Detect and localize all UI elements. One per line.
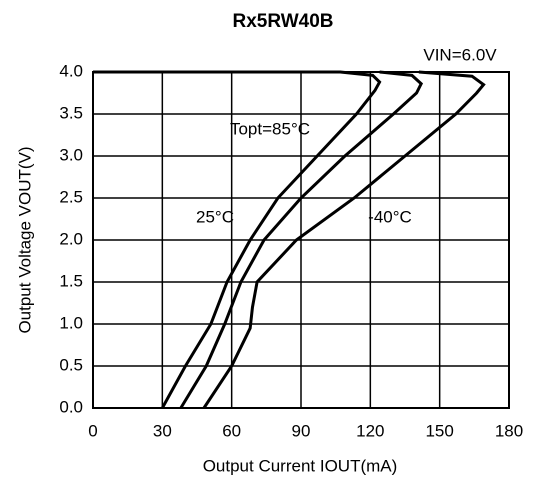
x-tick-label: 30 <box>153 421 172 440</box>
y-tick-label: 0.0 <box>59 397 83 416</box>
x-tick-label: 0 <box>88 421 97 440</box>
x-tick-label: 120 <box>356 421 384 440</box>
y-tick-label: 2.5 <box>59 187 83 206</box>
curve-label: Topt=85°C <box>230 119 310 138</box>
y-tick-label: 3.5 <box>59 103 83 122</box>
annotation: VIN=6.0V <box>423 45 497 64</box>
y-tick-label: 1.0 <box>59 313 83 332</box>
y-tick-label: 2.0 <box>59 229 83 248</box>
x-tick-label: 150 <box>425 421 453 440</box>
curve <box>93 70 382 409</box>
x-axis-label: Output Current IOUT(mA) <box>203 456 398 475</box>
y-tick-label: 3.0 <box>59 145 83 164</box>
curve <box>202 70 486 409</box>
y-tick-label: 4.0 <box>59 61 83 80</box>
x-tick-label: 180 <box>495 421 523 440</box>
x-tick-label: 90 <box>292 421 311 440</box>
curve-label: -40°C <box>368 207 412 226</box>
y-axis-label: Output Voltage VOUT(V) <box>15 146 34 333</box>
y-tick-label: 1.5 <box>59 271 83 290</box>
curve <box>179 70 424 409</box>
y-tick-label: 0.5 <box>59 355 83 374</box>
x-tick-label: 60 <box>222 421 241 440</box>
chart-title: Rx5RW40B <box>232 11 333 32</box>
curve-label: 25°C <box>196 207 234 226</box>
